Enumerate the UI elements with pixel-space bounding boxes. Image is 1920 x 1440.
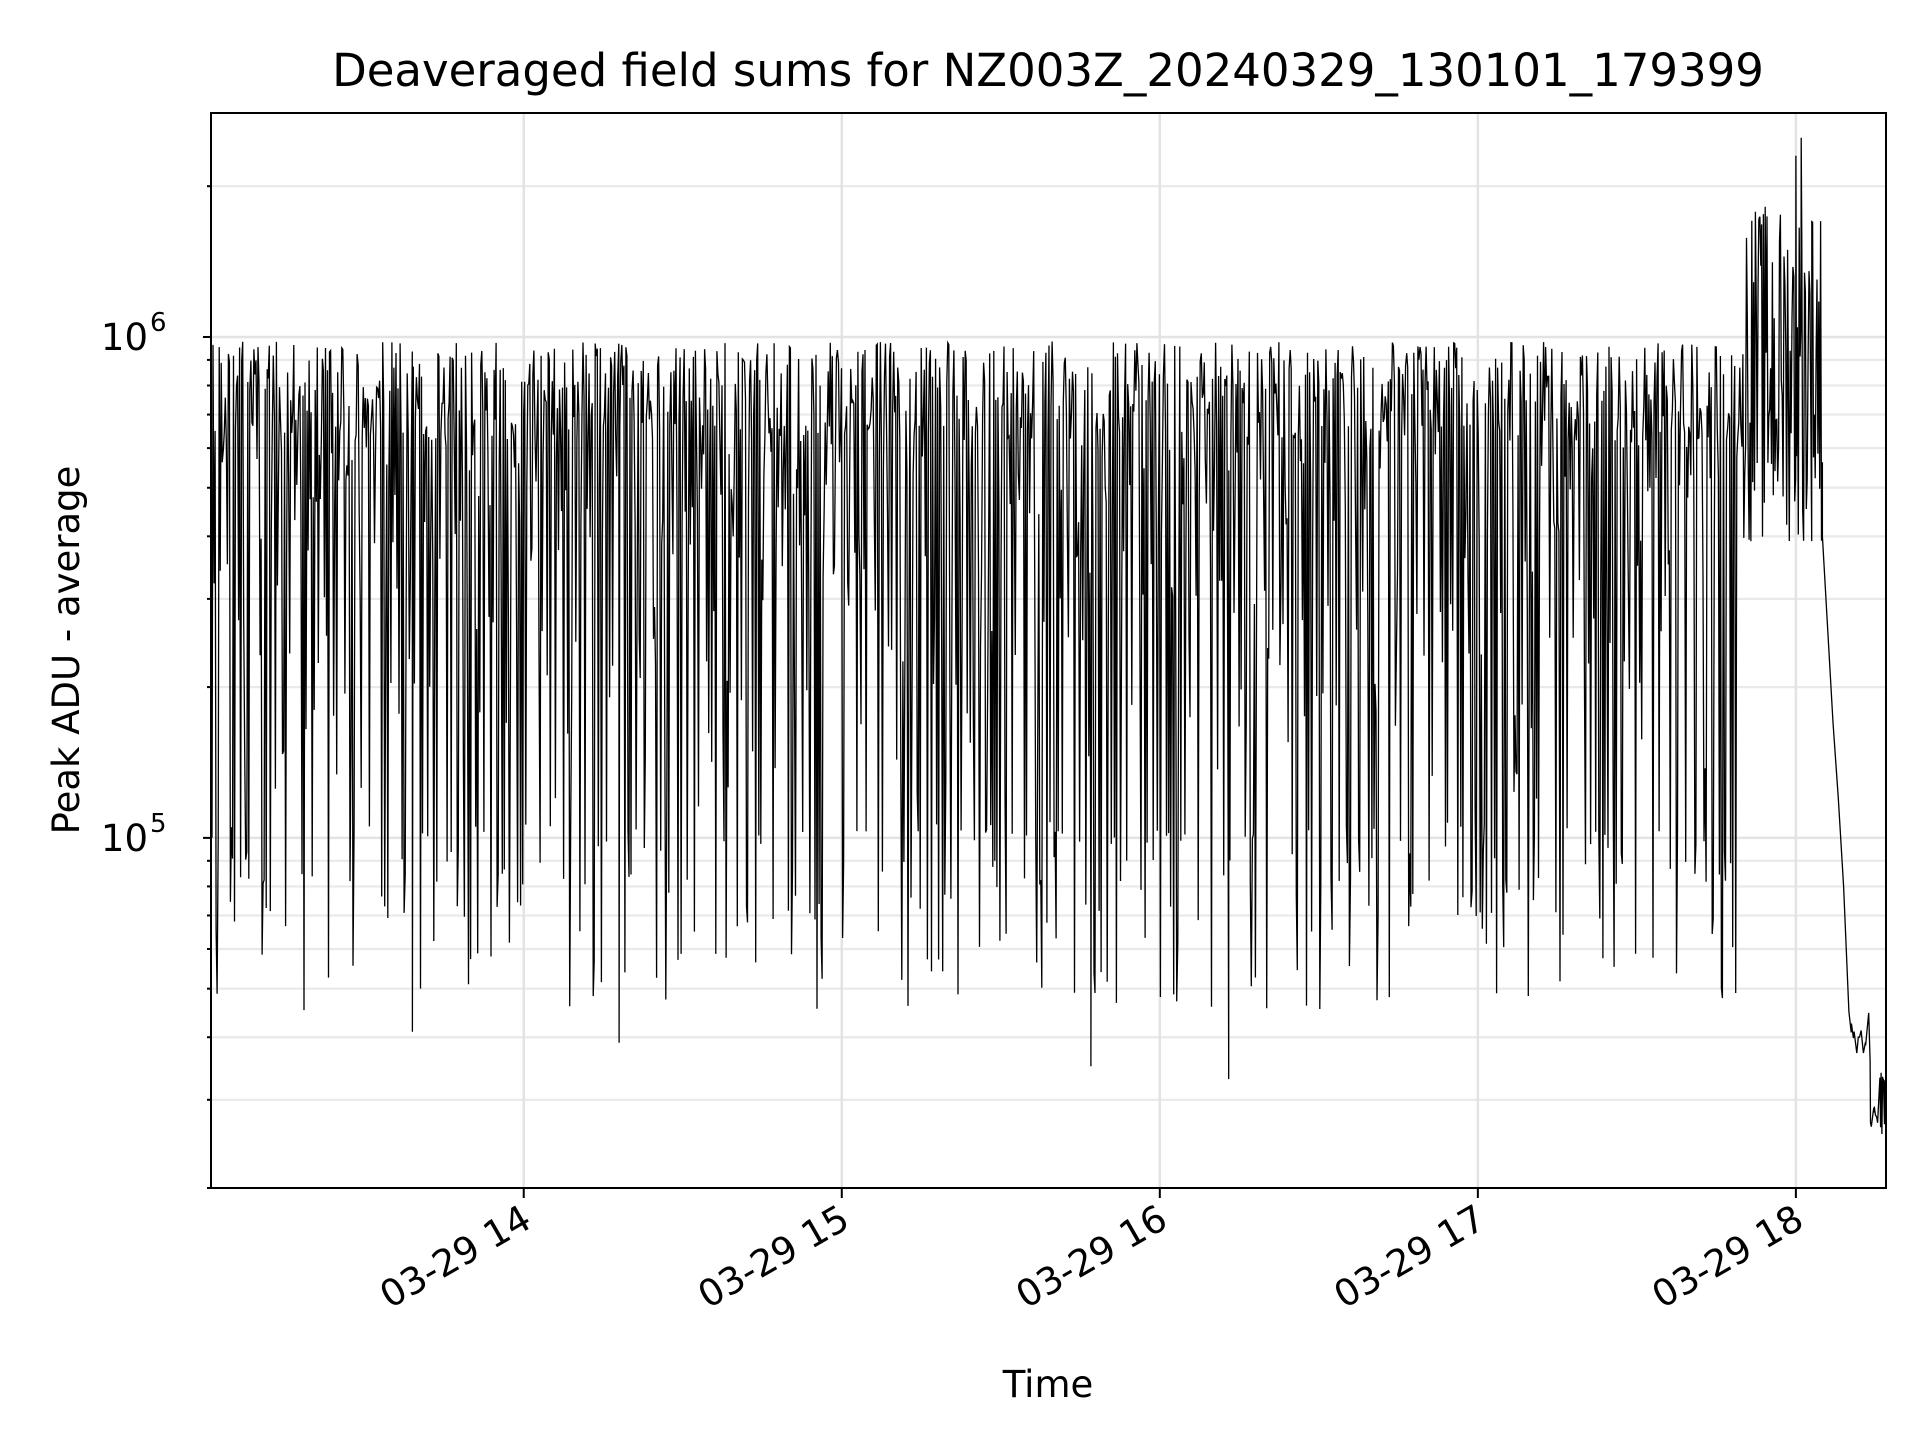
series-layer <box>210 137 1887 1135</box>
y-tick-label: 10 <box>101 316 148 359</box>
y-tick-exponent: 5 <box>150 809 167 839</box>
series-line <box>210 137 1887 1135</box>
x-axis-label: Time <box>1002 1363 1094 1406</box>
y-axis-label: Peak ADU - average <box>45 466 88 835</box>
plot-frame <box>210 112 1887 1189</box>
chart-title: Deaveraged field sums for NZ003Z_2024032… <box>332 44 1764 97</box>
y-tick-exponent: 6 <box>150 308 167 338</box>
y-tick-label: 10 <box>101 817 148 860</box>
